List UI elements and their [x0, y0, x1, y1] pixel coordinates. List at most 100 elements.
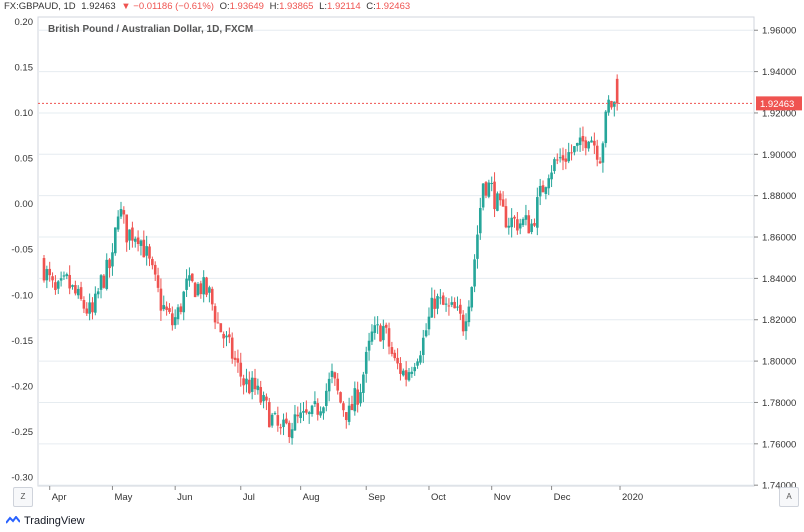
candle-body	[555, 159, 559, 161]
candle-body	[91, 302, 94, 313]
brand-label: TradingView	[24, 515, 85, 527]
candle-body	[111, 252, 114, 267]
right-tick-label: 1.74000	[762, 481, 796, 492]
candle-body	[162, 305, 166, 310]
price-change: −0.01186 (−0.61%)	[133, 1, 214, 12]
candle-body	[544, 187, 548, 194]
left-tick-label: 0.00	[15, 199, 34, 210]
candle-body	[527, 215, 531, 234]
close-label: C:	[366, 1, 376, 12]
candle-body	[367, 340, 371, 351]
x-tick-label: Apr	[52, 492, 67, 503]
candle-body	[461, 314, 465, 332]
candle-body	[45, 269, 49, 281]
candle-body	[450, 302, 454, 305]
left-tick-label: 0.05	[15, 154, 34, 165]
tradingview-logo[interactable]: TradingView	[6, 515, 85, 527]
right-tick-label: 1.86000	[762, 233, 796, 244]
candle-body	[299, 412, 302, 418]
x-tick-label: Jun	[177, 492, 192, 503]
candle-body	[76, 288, 80, 296]
candle-body	[379, 325, 382, 342]
close-value: 1.92463	[375, 1, 411, 12]
candle-body	[190, 273, 194, 282]
x-tick-label: 2020	[622, 492, 643, 503]
candle-body	[421, 337, 425, 356]
candle-body	[276, 415, 280, 426]
candle-body	[601, 143, 605, 163]
candle-body	[459, 304, 462, 314]
candle-body	[530, 223, 533, 232]
candle-body	[510, 217, 513, 228]
candle-body	[430, 297, 434, 318]
candle-body	[94, 293, 97, 313]
candle-body	[208, 287, 211, 293]
candle-body	[228, 334, 231, 338]
candle-body	[396, 357, 399, 364]
candle-body	[148, 246, 151, 259]
candle-body	[96, 291, 100, 295]
candlestick-chart[interactable]: 1.96000 1.94000 1.92000 1.90000 1.88000 1.860…	[0, 0, 804, 512]
chart-title: British Pound / Australian Dollar, 1D, F…	[48, 24, 254, 35]
candle-body	[561, 155, 565, 161]
right-tick-label: 1.90000	[762, 150, 796, 161]
left-tick-label: 0.20	[15, 17, 34, 28]
candle-body	[131, 227, 134, 241]
candle-body	[193, 282, 197, 298]
right-tick-label: 1.76000	[762, 439, 796, 450]
candle-body	[71, 285, 74, 287]
candle-body	[456, 306, 459, 308]
candle-body	[85, 308, 89, 314]
candle-body	[199, 283, 203, 295]
candle-body	[42, 258, 46, 281]
x-tick-label: Jul	[243, 492, 255, 503]
candle-body	[216, 322, 220, 324]
candle-body	[213, 306, 217, 323]
candle-body	[470, 287, 474, 308]
candle-body	[119, 208, 123, 217]
candle-body	[575, 143, 579, 146]
candle-body	[615, 78, 619, 104]
candle-body	[387, 328, 391, 347]
candle-body	[56, 281, 60, 289]
auto-scale-button[interactable]: A	[779, 487, 799, 507]
right-tick-label: 1.84000	[762, 274, 796, 285]
open-label: O:	[219, 1, 230, 12]
candle-body	[165, 306, 168, 310]
candle-body	[267, 402, 271, 428]
candle-body	[362, 374, 365, 393]
candle-body	[424, 330, 428, 337]
candle-body	[82, 300, 86, 309]
candle-body	[521, 219, 525, 226]
candle-body	[567, 152, 570, 162]
candle-body	[59, 278, 63, 281]
candle-body	[447, 305, 451, 307]
zoom-button-left[interactable]: Z	[13, 487, 33, 507]
candle-body	[390, 347, 394, 354]
left-tick-label: 0.15	[15, 63, 34, 74]
candle-body	[478, 207, 482, 234]
candle-body	[464, 321, 468, 332]
candle-body	[225, 335, 228, 338]
candle-body	[116, 216, 120, 230]
candle-body	[359, 392, 362, 404]
candle-body	[219, 323, 223, 333]
candle-body	[139, 240, 143, 246]
candle-body	[393, 352, 397, 359]
candle-body	[598, 161, 602, 164]
candle-body	[444, 303, 448, 305]
candle-body	[564, 158, 568, 162]
x-tick-label: May	[114, 492, 132, 503]
candle-body	[613, 101, 616, 107]
candle-body	[498, 193, 502, 201]
low-value: 1.92114	[327, 1, 361, 12]
candle-body	[202, 277, 205, 295]
candle-body	[493, 181, 496, 210]
left-tick-label: -0.25	[11, 427, 33, 438]
candle-body	[196, 284, 200, 296]
candle-body	[305, 409, 308, 413]
candle-body	[407, 372, 411, 381]
candle-body	[210, 288, 214, 305]
candle-body	[313, 401, 317, 405]
right-tick-label: 1.92000	[762, 108, 796, 119]
